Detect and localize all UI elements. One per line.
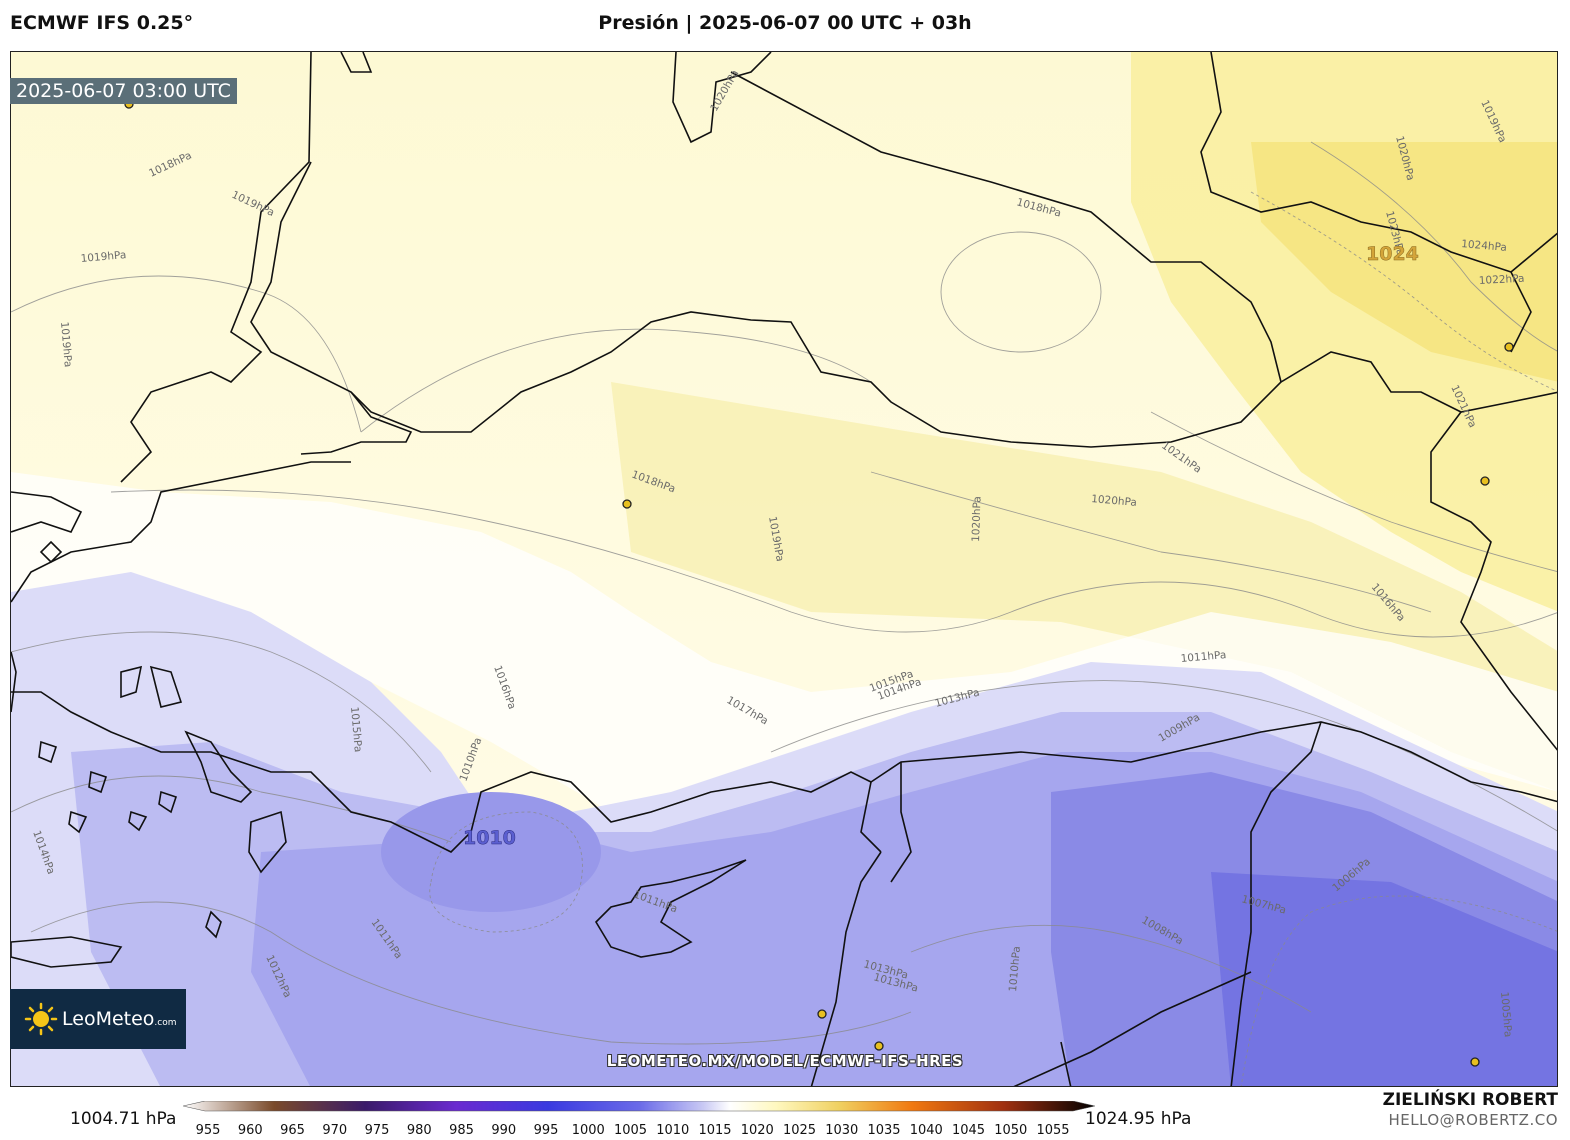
- colorbar-tick: 1045: [951, 1123, 986, 1138]
- logo-name: LeoMeteo: [62, 1008, 155, 1030]
- colorbar-tick: 1055: [1036, 1123, 1070, 1138]
- city-marker[interactable]: [1470, 1057, 1480, 1067]
- logo-text: LeoMeteo.com: [62, 1008, 177, 1030]
- contour-label: 1011hPa: [1180, 649, 1227, 665]
- colorbar-tick: 1035: [867, 1123, 901, 1138]
- low-center: [381, 792, 601, 912]
- city-marker[interactable]: [1480, 476, 1490, 486]
- colorbar-tick: 980: [406, 1123, 432, 1138]
- pressure-map[interactable]: 1020hPa 1018hPa 1019hPa 1019hPa 1019hPa …: [10, 51, 1558, 1087]
- colorbar-tick: 1025: [782, 1123, 817, 1138]
- contour-label: 1024hPa: [1461, 238, 1508, 254]
- colorbar-tick: 990: [491, 1123, 517, 1138]
- city-markers: [124, 99, 1514, 1067]
- colorbar-tick: 1050: [994, 1123, 1028, 1138]
- timestamp-badge: 2025-06-07 03:00 UTC: [10, 78, 237, 104]
- contour-label: 1019hPa: [58, 321, 74, 368]
- colorbar-tick: 1010: [656, 1123, 690, 1138]
- anatolia-band: [611, 382, 1557, 792]
- colorbar-tick: 970: [322, 1123, 348, 1138]
- leometeo-logo[interactable]: LeoMeteo.com: [10, 989, 186, 1049]
- contour-label: 1020hPa: [970, 496, 984, 542]
- colorbar-tick: 975: [364, 1123, 390, 1138]
- low-se-core: [1211, 872, 1557, 1086]
- low-label: 1010: [463, 827, 516, 849]
- colorbar-tick: 985: [449, 1123, 474, 1138]
- transition-band: [11, 472, 1557, 812]
- colorbar-tick: 960: [237, 1123, 263, 1138]
- colorbar-tick: 1005: [613, 1123, 648, 1138]
- model-title: ECMWF IFS 0.25°: [10, 12, 194, 34]
- map-canvas: 1020hPa 1018hPa 1019hPa 1019hPa 1019hPa …: [11, 52, 1557, 1086]
- colorbar-tick: 1015: [698, 1123, 732, 1138]
- colorbar-tick: 995: [533, 1123, 559, 1138]
- contour-label: 1019hPa: [80, 249, 127, 265]
- colorbar-tick: 1020: [740, 1123, 774, 1138]
- colorbar-tick: 1000: [571, 1123, 605, 1138]
- contour-label: 1010hPa: [1007, 946, 1023, 993]
- colorbar-max-label: 1024.95 hPa: [1085, 1109, 1192, 1129]
- author-credit: ZIELIŃSKI ROBERT: [1382, 1090, 1558, 1110]
- contour-label: 1015hPa: [348, 706, 364, 753]
- contour-label: 1020hPa: [1091, 493, 1138, 509]
- contour-label: 1005hPa: [1498, 991, 1514, 1038]
- colorbar-tick: 1030: [825, 1123, 859, 1138]
- colorbar-tick: 965: [280, 1123, 305, 1138]
- city-marker[interactable]: [817, 1009, 827, 1019]
- chart-title: Presión | 2025-06-07 00 UTC + 03h: [598, 12, 972, 34]
- logo-suffix: .com: [154, 1018, 177, 1028]
- high-zone-core: [1251, 142, 1557, 382]
- author-email[interactable]: HELLO@ROBERTZ.CO: [1388, 1111, 1558, 1129]
- coastlines: [11, 52, 1557, 1086]
- city-marker[interactable]: [622, 499, 632, 509]
- source-url[interactable]: LEOMETEO.MX/MODEL/ECMWF-IFS-HRES: [606, 1052, 964, 1070]
- colorbar-tick: 1040: [909, 1123, 943, 1138]
- colorbar-min-label: 1004.71 hPa: [70, 1109, 177, 1129]
- contour-label: 1022hPa: [1479, 273, 1525, 287]
- colorbar-tick: 955: [195, 1123, 221, 1138]
- colorbar: [182, 1100, 1096, 1125]
- sun-icon: [24, 1002, 58, 1036]
- high-label: 1024: [1366, 243, 1419, 265]
- city-marker[interactable]: [874, 1041, 884, 1051]
- city-marker[interactable]: [1504, 342, 1514, 352]
